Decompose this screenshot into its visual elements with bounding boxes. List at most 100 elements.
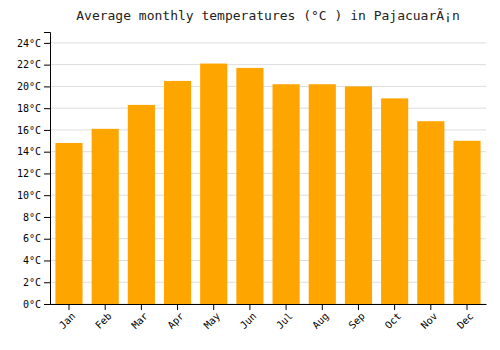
x-tick: May [202,304,223,331]
x-tick-mark [141,304,142,310]
x-tick: Sep [346,304,367,331]
x-axis-line [51,304,487,305]
x-tick-mark [358,304,359,310]
y-tick: 22°C [17,59,50,70]
y-tick: 0°C [23,299,50,310]
y-tick-label: 22°C [17,59,41,70]
x-tick: Aug [310,304,331,331]
x-tick-label: Sep [346,310,367,331]
y-tick-mark [44,173,50,174]
x-tick-label: Apr [165,310,186,331]
y-tick: 24°C [17,38,50,49]
y-tick-label: 14°C [17,146,41,157]
grid [50,43,486,304]
y-tick: 20°C [17,81,50,92]
y-tick-mark [44,260,50,261]
x-tick: Apr [165,304,186,331]
y-tick: 10°C [17,190,50,201]
y-tick-label: 4°C [23,255,41,266]
x-tick: Mar [129,304,150,331]
bar [381,98,408,304]
bar [92,129,119,304]
y-tick-label: 20°C [17,81,41,92]
x-tick-mark [213,304,214,310]
grid-line [50,42,486,43]
bar [417,121,444,304]
y-tick-label: 0°C [23,299,41,310]
grid-line [50,108,486,109]
y-tick-mark [44,130,50,131]
y-tick-mark [44,43,50,44]
y-tick-label: 16°C [17,125,41,136]
bar [273,84,300,304]
y-tick-mark [44,304,50,305]
y-tick: 12°C [17,168,50,179]
bar [236,68,263,304]
x-tick-label: Feb [93,310,114,331]
y-tick: 6°C [23,233,50,244]
x-tick: Dec [455,304,476,331]
x-tick-mark [68,304,69,310]
y-tick-mark [44,239,50,240]
x-tick-mark [249,304,250,310]
x-tick-label: Aug [310,310,331,331]
bar [200,64,227,304]
y-tick-mark [44,195,50,196]
plot-area: 0°C 2°C 4°C 6°C 8°C 10°C 12°C 14°C 16°C 18°C 20°C 2… [17,33,487,331]
bar [453,141,480,304]
x-tick: Jul [274,304,295,331]
x-tick-label: Jul [274,310,295,331]
x-tick-label: Dec [455,310,476,331]
y-tick-mark [44,65,50,66]
x-tick-mark [177,304,178,310]
x-tick-mark [394,304,395,310]
chart-svg: 0°C 2°C 4°C 6°C 8°C 10°C 12°C 14°C 16°C 18°C 20°C 2… [0,0,500,350]
bar [55,143,82,304]
x-tick-label: Nov [419,310,440,331]
y-tick-label: 6°C [23,233,41,244]
title: Average monthly temperatures (°C ) in Pa… [76,8,460,23]
y-axis-line [44,33,51,305]
x-tick-label: Jan [57,310,78,331]
x-axis: Jan Feb Mar Apr May Jun Jul Aug Sep Oct Nov Dec [51,304,487,331]
bar [345,86,372,304]
y-tick-label: 10°C [17,190,41,201]
y-tick-label: 2°C [23,277,41,288]
y-tick: 14°C [17,146,50,157]
x-tick-label: Jun [238,310,259,331]
x-tick-label: Mar [129,310,150,331]
y-tick: 8°C [23,212,50,223]
y-tick-label: 24°C [17,38,41,49]
y-tick-mark [44,86,50,87]
y-tick-label: 18°C [17,103,41,114]
bar [309,84,336,304]
x-tick-mark [430,304,431,310]
bar [128,105,155,304]
x-tick-mark [286,304,287,310]
y-tick: 16°C [17,125,50,136]
grid-line [50,86,486,87]
x-tick: Oct [383,304,404,331]
bar [164,81,191,304]
y-tick-mark [44,108,50,109]
y-tick-mark [44,217,50,218]
x-tick-mark [105,304,106,310]
grid-line [50,64,486,65]
y-tick-label: 12°C [17,168,41,179]
y-tick: 4°C [23,255,50,266]
x-tick-mark [467,304,468,310]
chart-container: 0°C 2°C 4°C 6°C 8°C 10°C 12°C 14°C 16°C 18°C 20°C 2… [0,0,500,350]
x-tick-mark [322,304,323,310]
x-tick: Jan [57,304,78,331]
x-tick-label: Oct [383,310,404,331]
y-tick-mark [44,152,50,153]
x-tick: Feb [93,304,114,331]
y-axis: 0°C 2°C 4°C 6°C 8°C 10°C 12°C 14°C 16°C 18°C 20°C 2… [17,33,51,310]
x-tick-label: May [202,310,223,331]
x-tick: Jun [238,304,259,331]
bars [55,64,480,304]
y-tick: 18°C [17,103,50,114]
x-tick: Nov [419,304,440,331]
y-tick-label: 8°C [23,212,41,223]
y-tick: 2°C [23,277,50,288]
